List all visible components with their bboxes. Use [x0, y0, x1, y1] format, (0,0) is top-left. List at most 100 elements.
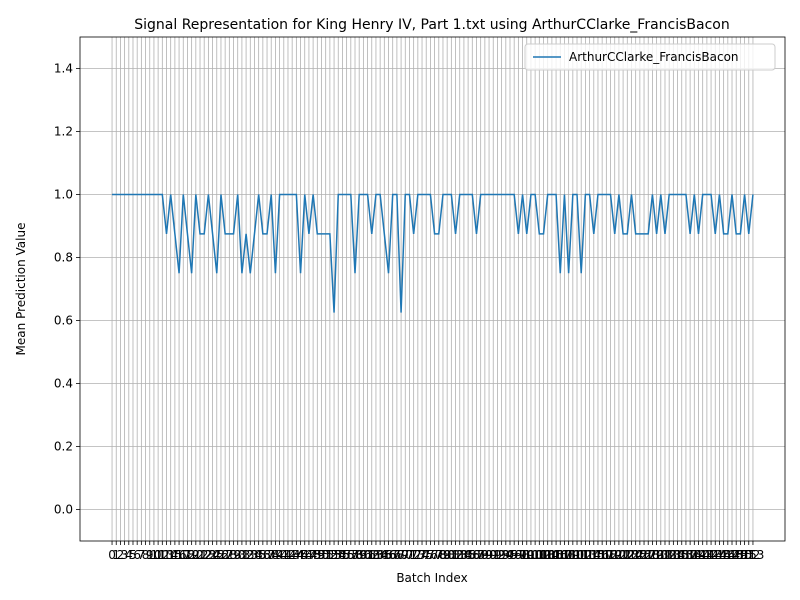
x-tick-label: 55	[335, 548, 350, 562]
x-tick-label: 66	[381, 548, 396, 562]
x-tick-label: 70	[398, 548, 413, 562]
x-tick-label: 89	[477, 548, 492, 562]
x-tick-label: 143	[700, 548, 723, 562]
x-tick-label: 131	[649, 548, 672, 562]
x-tick-label: 48	[305, 548, 320, 562]
y-tick-label: 1.2	[54, 125, 73, 139]
x-tick-label: 25	[209, 548, 224, 562]
x-tick-label: 151	[733, 548, 756, 562]
x-tick-label: 84	[456, 548, 471, 562]
x-tick-label: 110	[561, 548, 584, 562]
x-tick-label: 29	[226, 548, 241, 562]
x-tick-label: 85	[460, 548, 475, 562]
x-tick-label: 5	[129, 548, 137, 562]
x-tick-label: 92	[490, 548, 505, 562]
x-tick-label: 9	[146, 548, 154, 562]
x-tick-label: 14	[163, 548, 178, 562]
x-tick-label: 96	[507, 548, 522, 562]
x-tick-label: 121	[607, 548, 630, 562]
x-tick-label: 11	[150, 548, 165, 562]
x-tick-label: 8	[142, 548, 150, 562]
x-tick-label: 149	[725, 548, 748, 562]
y-tick-label: 1.4	[54, 62, 73, 76]
x-tick-label: 68	[389, 548, 404, 562]
x-tick-label: 21	[192, 548, 207, 562]
chart-title: Signal Representation for King Henry IV,…	[134, 17, 730, 33]
x-tick-label: 153	[742, 548, 765, 562]
y-tick-label: 1.0	[54, 188, 73, 202]
x-tick-label: 10	[146, 548, 161, 562]
x-tick-label: 41	[276, 548, 291, 562]
x-tick-label: 140	[687, 548, 710, 562]
x-tick-label: 32	[238, 548, 253, 562]
y-tick-label: 0.4	[54, 377, 73, 391]
x-tick-label: 111	[566, 548, 589, 562]
x-tick-label: 42	[280, 548, 295, 562]
x-tick-label: 40	[272, 548, 287, 562]
x-tick-label: 12	[155, 548, 170, 562]
x-tick-label: 3	[121, 548, 129, 562]
x-tick-label: 117	[591, 548, 614, 562]
x-tick-label: 57	[343, 548, 358, 562]
x-tick-label: 28	[222, 548, 237, 562]
x-tick-label: 54	[331, 548, 346, 562]
x-tick-label: 87	[469, 548, 484, 562]
x-tick-label: 83	[452, 548, 467, 562]
x-tick-label: 35	[251, 548, 266, 562]
x-tick-label: 52	[322, 548, 337, 562]
y-tick-label: 0.6	[54, 314, 73, 328]
legend-box	[524, 43, 776, 71]
x-tick-label: 0	[108, 548, 116, 562]
x-tick-label: 119	[599, 548, 622, 562]
x-tick-label: 1	[112, 548, 120, 562]
x-tick-label: 65	[377, 548, 392, 562]
x-tick-label: 123	[616, 548, 639, 562]
x-tick-label: 6	[133, 548, 141, 562]
x-tick-label: 132	[654, 548, 677, 562]
x-tick-label: 86	[465, 548, 480, 562]
x-tick-label: 88	[473, 548, 488, 562]
x-tick-label: 118	[595, 548, 618, 562]
x-tick-label: 19	[184, 548, 199, 562]
data-line	[112, 193, 754, 313]
x-tick-label: 148	[721, 548, 744, 562]
x-tick-label: 4	[125, 548, 133, 562]
x-tick-label: 109	[557, 548, 580, 562]
x-tick-label: 106	[545, 548, 568, 562]
legend: ArthurCClarke_FrancisBacon	[524, 43, 776, 71]
x-tick-label: 18	[180, 548, 195, 562]
x-tick-label: 101	[524, 548, 547, 562]
x-tick-label: 63	[368, 548, 383, 562]
x-tick-label: 147	[716, 548, 739, 562]
x-tick-label: 122	[612, 548, 635, 562]
x-tick-label: 124	[620, 548, 643, 562]
x-tick-label: 26	[213, 548, 228, 562]
x-tick-label: 108	[553, 548, 576, 562]
x-tick-label: 141	[691, 548, 714, 562]
x-tick-label: 75	[419, 548, 434, 562]
x-tick-label: 90	[481, 548, 496, 562]
x-tick-label: 51	[318, 548, 333, 562]
x-tick-label: 56	[339, 548, 354, 562]
x-tick-label: 47	[301, 548, 316, 562]
x-tick-label: 77	[427, 548, 442, 562]
x-tick-label: 62	[364, 548, 379, 562]
x-tick-label: 71	[402, 548, 417, 562]
x-tick-label: 37	[259, 548, 274, 562]
x-tick-label: 136	[670, 548, 693, 562]
x-tick-label: 105	[540, 548, 563, 562]
x-tick-label: 103	[532, 548, 555, 562]
x-tick-label: 81	[444, 548, 459, 562]
x-tick-label: 128	[637, 548, 660, 562]
x-tick-label: 60	[356, 548, 371, 562]
x-tick-label: 39	[268, 548, 283, 562]
x-tick-label: 13	[159, 548, 174, 562]
x-tick-label: 17	[176, 548, 191, 562]
x-tick-label: 79	[435, 548, 450, 562]
x-tick-label: 94	[498, 548, 513, 562]
x-tick-label: 130	[645, 548, 668, 562]
x-tick-label: 15	[167, 548, 182, 562]
x-tick-label: 67	[385, 548, 400, 562]
y-tick-label: 0.2	[54, 440, 73, 454]
